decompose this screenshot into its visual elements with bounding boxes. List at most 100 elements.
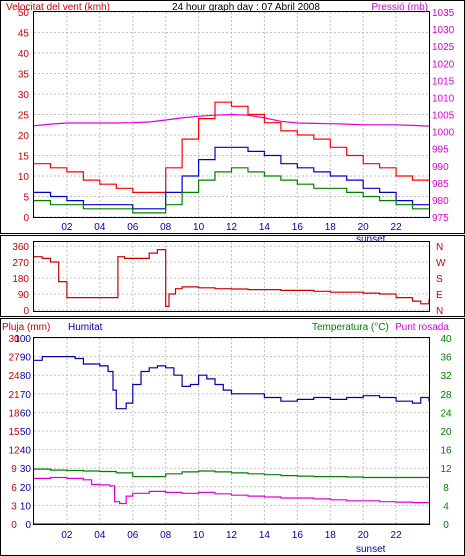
climate-hour-tick-label: 14 xyxy=(259,530,271,541)
rain-tick-label: 12 xyxy=(8,446,20,457)
humidity-tick-label: 60 xyxy=(20,408,32,419)
temperature-tick-label: 28 xyxy=(440,390,452,401)
climate-plot-border xyxy=(33,337,430,525)
temperature-tick-label: 12 xyxy=(440,464,452,475)
wind-direction-panel-frame xyxy=(0,235,465,317)
temperature-tick-label: 36 xyxy=(440,353,452,364)
wind-speed-tick-label: 25 xyxy=(18,111,30,122)
pressure-tick-label: 980 xyxy=(432,196,449,207)
sunset-label-bottom: sunset xyxy=(356,544,386,555)
temperature-tick-label: 16 xyxy=(440,446,452,457)
chart-title: 24 hour graph day : 07 Abril 2008 xyxy=(172,2,320,13)
wind-hour-tick-label: 10 xyxy=(193,222,205,233)
wind-hour-tick-label: 16 xyxy=(292,222,304,233)
pressure-tick-label: 1015 xyxy=(432,76,455,87)
climate-hour-tick-label: 18 xyxy=(325,530,337,541)
climate-hour-tick-label: 10 xyxy=(193,530,205,541)
sunset-label-top: sunset xyxy=(356,234,386,245)
humidity-tick-label: 50 xyxy=(20,427,32,438)
temperature-tick-label: 0 xyxy=(443,520,449,531)
rain-tick-label: 24 xyxy=(8,371,20,382)
wind-hour-tick-label: 04 xyxy=(94,222,106,233)
wind-gust-series-line xyxy=(34,101,429,193)
rain-tick-label: 21 xyxy=(8,390,20,401)
rain-tick-label: 30 xyxy=(8,334,20,345)
compass-tick-label: N xyxy=(436,242,443,253)
wind-hour-tick-label: 06 xyxy=(127,222,139,233)
humidity-tick-label: 90 xyxy=(20,353,32,364)
wind-hour-tick-label: 18 xyxy=(325,222,337,233)
climate-grid xyxy=(34,337,429,525)
climate-hour-tick-label: 04 xyxy=(94,530,106,541)
wind-pressure-plot-border xyxy=(33,11,430,218)
wind-pressure-series xyxy=(33,101,430,214)
temperature-tick-label: 8 xyxy=(443,483,449,494)
climate-hour-tick-label: 02 xyxy=(61,530,73,541)
humidity-tick-label: 10 xyxy=(20,501,32,512)
climate-hour-tick-labels: 02 04 06 08 10 12 14 16 18 20 22 xyxy=(61,530,402,541)
wind-speed-axis-label: Velocitat del vent (kmh) xyxy=(6,2,110,13)
wind-direction-series xyxy=(34,249,430,307)
degree-tick-label: 180 xyxy=(12,274,29,285)
temperature-tick-label: 20 xyxy=(440,427,452,438)
compass-tick-label: S xyxy=(436,274,443,285)
wind-direction-series-line xyxy=(34,249,430,307)
wind-hour-tick-label: 20 xyxy=(358,222,370,233)
temperature-tick-label: 32 xyxy=(440,371,452,382)
climate-hour-tick-label: 20 xyxy=(358,530,370,541)
wind-speed-tick-labels: 0 5 10 15 20 25 30 35 40 45 50 xyxy=(18,8,30,224)
degree-tick-label: 270 xyxy=(12,258,29,269)
wind-speed-tick-label: 35 xyxy=(18,70,30,81)
temperature-tick-label: 24 xyxy=(440,408,452,419)
rain-tick-labels: 0 3 6 9 12 15 18 21 24 27 30 xyxy=(8,334,20,531)
pressure-series-line xyxy=(33,113,430,127)
temperature-tick-label: 40 xyxy=(440,334,452,345)
degree-tick-labels: 0 90 180 270 360 xyxy=(12,242,29,317)
temperature-tick-labels: 0 4 8 12 16 20 24 28 32 36 40 xyxy=(440,334,452,531)
wind-hour-tick-label: 08 xyxy=(160,222,172,233)
degree-tick-label: 360 xyxy=(12,242,29,253)
degree-tick-label: 90 xyxy=(18,290,30,301)
wind-speed-tick-label: 5 xyxy=(23,193,29,204)
pressure-tick-label: 1025 xyxy=(432,42,455,53)
wind-speed-tick-label: 50 xyxy=(18,8,30,19)
rain-axis-label: Pluja (mm) xyxy=(2,322,50,333)
humidity-tick-label: 20 xyxy=(20,483,32,494)
temperature-axis-label: Temperatura (°C) xyxy=(312,322,389,333)
rain-tick-label: 27 xyxy=(8,353,20,364)
climate-panel-frame xyxy=(0,318,465,556)
pressure-tick-label: 1020 xyxy=(432,59,455,70)
pressure-tick-label: 995 xyxy=(432,145,449,156)
dewpoint-series-line xyxy=(34,476,430,505)
compass-tick-label: N xyxy=(436,306,443,317)
climate-hour-tick-label: 06 xyxy=(127,530,139,541)
pressure-tick-label: 1030 xyxy=(432,25,455,36)
climate-hour-tick-label: 22 xyxy=(391,530,403,541)
wind-hour-tick-label: 02 xyxy=(61,222,73,233)
wind-speed-tick-label: 15 xyxy=(18,152,30,163)
wind-direction-grid xyxy=(34,242,429,311)
dewpoint-axis-label: Punt rosada xyxy=(395,322,449,333)
pressure-tick-label: 1000 xyxy=(432,128,455,139)
humidity-series-line xyxy=(34,356,430,410)
wind-speed-tick-label: 45 xyxy=(18,29,30,40)
pressure-tick-label: 985 xyxy=(432,179,449,190)
humidity-tick-label: 70 xyxy=(20,390,32,401)
pressure-axis-label: Pressió (mb) xyxy=(371,2,428,13)
wind-speed-series-line xyxy=(34,146,429,210)
pressure-tick-labels: 975 980 985 990 995 1000 1005 1010 1015 1020 1025 1… xyxy=(432,8,455,224)
wind-speed-tick-label: 30 xyxy=(18,90,30,101)
rain-tick-label: 15 xyxy=(8,427,20,438)
wind-hour-tick-label: 14 xyxy=(259,222,271,233)
rain-tick-label: 18 xyxy=(8,408,20,419)
wind-direction-plot-border xyxy=(33,241,430,312)
rain-tick-label: 0 xyxy=(11,520,17,531)
climate-hour-tick-label: 08 xyxy=(160,530,172,541)
pressure-tick-label: 1005 xyxy=(432,111,455,122)
humidity-axis-label: Humitat xyxy=(68,322,103,333)
wind-hour-tick-label: 12 xyxy=(226,222,238,233)
temperature-tick-label: 4 xyxy=(443,501,449,512)
